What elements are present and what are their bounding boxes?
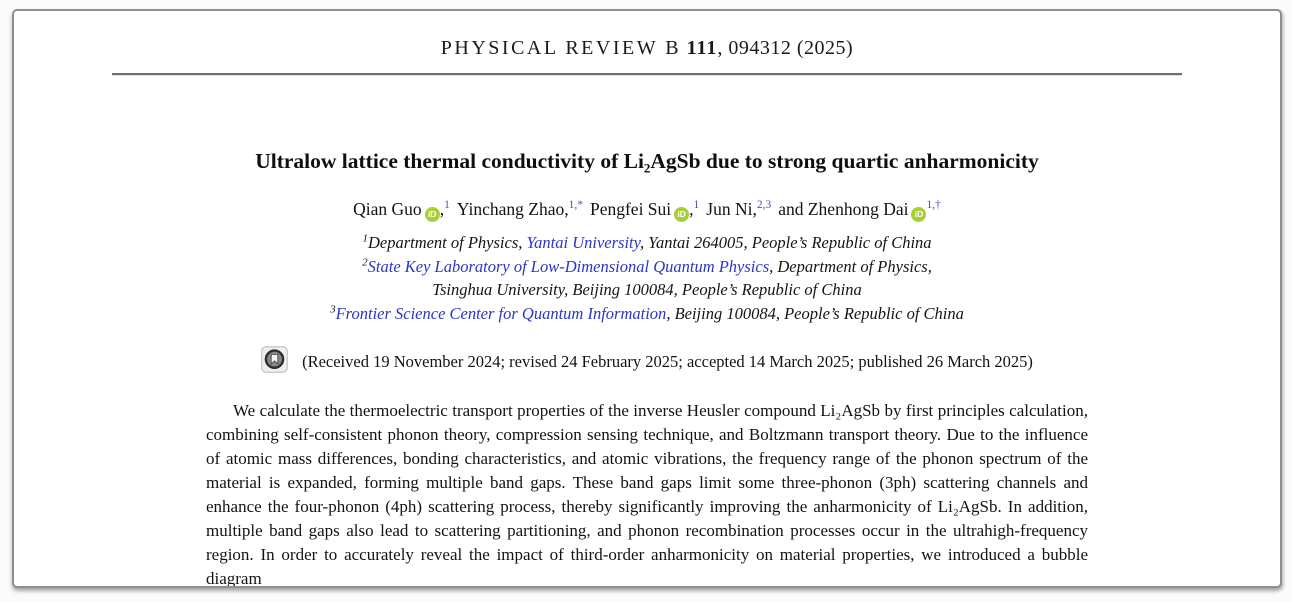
author-pengfei-sui: Pengfei Sui iD ,1 (589, 199, 700, 222)
author-comma: , (564, 199, 569, 219)
affiliation-text: , Beijing 100084, People’s Republic of C… (666, 303, 964, 323)
author-zhenhong-dai: and Zhenhong Dai iD1,† (778, 199, 941, 222)
affiliation-link[interactable]: Yantai University (526, 233, 641, 252)
paper-title: Ultralow lattice thermal conductivity of… (255, 149, 1039, 173)
journal-header: PHYSICAL REVIEW B 111, 094312 (2025) (14, 37, 1280, 60)
author-jun-ni: Jun Ni,2,3 (706, 199, 771, 219)
authors-line: Qian Guo iD ,1 Yinchang Zhao,1,* Pengfei Sui… (14, 199, 1280, 222)
author-name: Yinchang Zhao (456, 199, 565, 219)
received-line: (Received 19 November 2024; revised 24 F… (14, 346, 1280, 378)
header-rule (112, 73, 1182, 75)
author-comma: , (439, 199, 445, 219)
author-yinchang-zhao: Yinchang Zhao,1,* (457, 199, 583, 219)
orcid-icon[interactable]: iD (674, 207, 690, 222)
author-comma: , (689, 199, 694, 219)
affiliation-text: , Department of Physics, (769, 256, 932, 276)
author-affiliation-sup[interactable]: 1 (693, 199, 700, 212)
author-affiliation-sup[interactable]: 1,† (926, 199, 941, 212)
affiliation-text: , Yantai 264005, People’s Republic of Ch… (640, 233, 932, 252)
author-affiliation-sup[interactable]: 1 (444, 199, 450, 212)
affiliation-line-4: 3Frontier Science Center for Quantum Inf… (14, 302, 1280, 326)
journal-issue: , 094312 (2025) (717, 37, 854, 59)
author-affiliation-sup[interactable]: 2,3 (756, 199, 772, 212)
author-qian-guo: Qian Guo iD ,1 (353, 199, 450, 222)
orcid-icon[interactable]: iD (424, 207, 440, 222)
affiliation-link[interactable]: Frontier Science Center for Quantum Info… (335, 303, 667, 323)
author-name: Jun Ni (706, 199, 753, 219)
author-comma: , (752, 199, 757, 219)
author-name: and Zhenhong Dai (778, 199, 909, 219)
author-affiliation-sup[interactable]: 1,* (568, 199, 583, 212)
affiliation-text: Department of Physics, (367, 233, 527, 252)
author-name: Pengfei Sui (589, 199, 672, 219)
affiliation-link[interactable]: State Key Laboratory of Low-Dimensional … (367, 256, 770, 276)
author-name: Qian Guo (353, 199, 422, 219)
affiliations-block: 1Department of Physics, Yantai Universit… (14, 231, 1280, 325)
affiliation-sup: 1 (362, 232, 368, 245)
abstract-paragraph: We calculate the thermoelectric transpor… (206, 401, 1088, 588)
affiliation-sup: 3 (330, 303, 336, 315)
affiliation-line-3: Tsinghua University, Beijing 100084, Peo… (14, 278, 1280, 302)
orcid-icon[interactable]: iD (911, 207, 927, 222)
affiliation-sup: 2 (362, 256, 368, 268)
affiliation-text: Tsinghua University, Beijing 100084, Peo… (432, 280, 862, 299)
affiliation-line-2: 2State Key Laboratory of Low-Dimensional… (14, 255, 1280, 279)
journal-volume: 111 (686, 37, 718, 59)
journal-name: PHYSICAL REVIEW B (440, 37, 682, 59)
crossmark-check-for-updates-icon[interactable] (261, 346, 288, 378)
affiliation-line-1: 1Department of Physics, Yantai Universit… (14, 231, 1280, 255)
paper-page: PHYSICAL REVIEW B 111, 094312 (2025) Ult… (12, 9, 1282, 588)
received-dates-text: (Received 19 November 2024; revised 24 F… (302, 352, 1033, 371)
